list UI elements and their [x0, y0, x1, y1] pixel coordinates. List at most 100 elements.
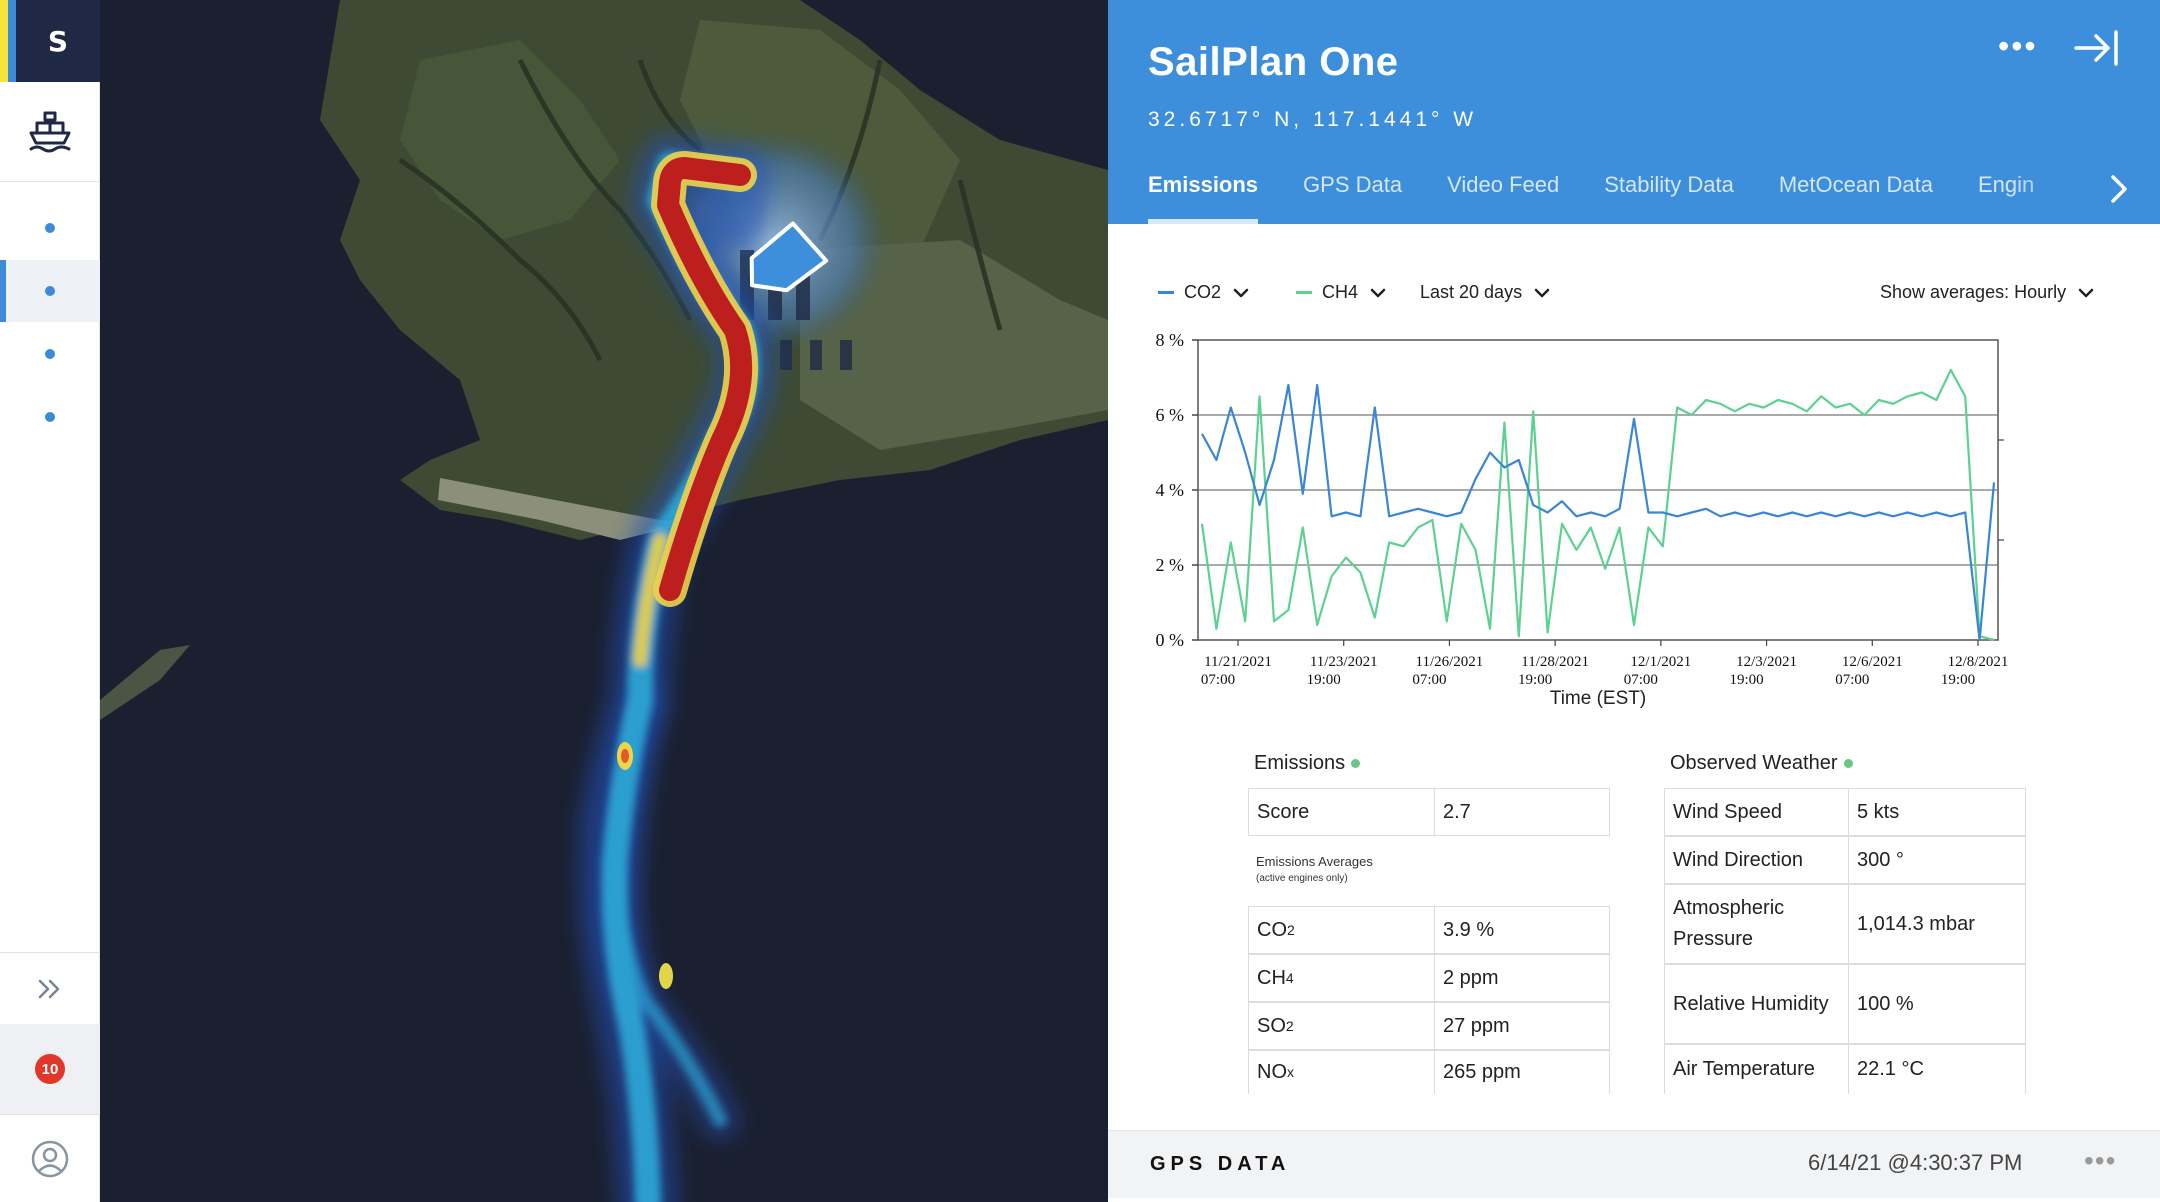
averages-select[interactable]: Show averages: Hourly: [1880, 282, 2094, 303]
nav-dot-icon: [45, 349, 55, 359]
weather-row: Wind Direction 300 °: [1664, 836, 2026, 884]
emissions-chart[interactable]: 8 % 6 % 4 % 2 % 0 % 11/21/2021 07:00 11/23/2021…: [1108, 320, 2160, 720]
emission-gas-label: NO x: [1249, 1051, 1435, 1094]
tab-overflow-fade: [2012, 168, 2092, 218]
logo-stripe-yellow: [0, 0, 8, 82]
weather-value: 22.1 °C: [1857, 1058, 1924, 1080]
y-tick-label: 6 %: [1156, 405, 1185, 425]
weather-title: Observed Weather: [1670, 752, 1853, 775]
x-tick-date: 12/3/2021: [1736, 654, 1797, 670]
emission-gas-label: SO 2: [1249, 1003, 1435, 1049]
gps-timestamp: 6/14/21 @4:30:37 PM: [1808, 1150, 2023, 1175]
rail-nav-item-2[interactable]: [0, 260, 100, 322]
avg-title: Emissions Averages: [1256, 854, 1373, 869]
x-tick-date: 11/26/2021: [1416, 654, 1484, 670]
status-ok-dot: [1843, 759, 1853, 769]
collapse-right-icon: [2074, 30, 2118, 66]
x-axis-label: Time (EST): [1550, 688, 1646, 709]
chevron-right-icon: [2111, 175, 2127, 203]
emissions-averages-note: Emissions Averages (active engines only): [1256, 852, 1373, 886]
weather-label: Wind Speed: [1665, 789, 1849, 835]
chevron-down-icon: [1534, 288, 1550, 297]
tab-metocean-data[interactable]: MetOcean Data: [1778, 172, 1933, 197]
tabs-scroll-right-button[interactable]: [2108, 174, 2130, 209]
score-value: 2.7: [1443, 800, 1471, 823]
rail-nav-item-3[interactable]: [0, 323, 100, 385]
expand-rail-button[interactable]: [0, 952, 100, 1024]
avg-subtitle: (active engines only): [1256, 873, 1348, 884]
bottom-more-options-button[interactable]: •••: [2084, 1145, 2117, 1176]
weather-label: Relative Humidity: [1665, 965, 1849, 1043]
ch4-select-label: CH4: [1322, 282, 1359, 302]
rail-nav-item-4[interactable]: [0, 386, 100, 448]
app-logo[interactable]: S: [0, 0, 100, 82]
averages-label: Show averages: Hourly: [1880, 282, 2067, 302]
double-chevron-right-icon: [38, 979, 60, 998]
gas-subscript: 4: [1285, 969, 1294, 986]
bottom-section-title: GPS DATA: [1150, 1153, 1291, 1175]
emissions-title-text: Emissions: [1254, 752, 1346, 774]
y-tick-label: 2 %: [1156, 555, 1185, 575]
x-tick-date: 12/8/2021: [1948, 654, 2009, 670]
weather-value: 1,014.3 mbar: [1857, 912, 1975, 935]
nav-dot-icon: [45, 412, 55, 422]
nav-dot-icon: [45, 286, 55, 296]
emission-row: NO x 265 ppm: [1248, 1050, 1610, 1094]
vessel-detail-panel: SailPlan One 32.6717° N, 117.1441° W •••…: [1108, 0, 2160, 1202]
more-options-button[interactable]: •••: [1998, 28, 2038, 64]
emission-value: 265 ppm: [1443, 1061, 1521, 1083]
x-tick-time: 07:00: [1201, 672, 1235, 688]
x-tick-date: 12/6/2021: [1842, 654, 1903, 670]
ch4-series-select[interactable]: CH4: [1296, 282, 1386, 303]
x-tick-date: 11/23/2021: [1310, 654, 1378, 670]
vessels-nav-item[interactable]: [0, 82, 100, 182]
x-tick-time: 19:00: [1518, 672, 1552, 688]
weather-row: Atmospheric Pressure 1,014.3 mbar: [1664, 884, 2026, 964]
gas-formula: NO: [1257, 1061, 1287, 1083]
tab-gps-data[interactable]: GPS Data: [1303, 172, 1403, 197]
vessel-name: SailPlan One: [1148, 40, 1399, 84]
emission-value: 3.9 %: [1443, 918, 1495, 941]
weather-row: Relative Humidity 100 %: [1664, 964, 2026, 1044]
date-range-label: Last 20 days: [1420, 282, 1523, 302]
weather-row: Wind Speed 5 kts: [1664, 788, 2026, 836]
chevron-down-icon: [2078, 288, 2094, 297]
date-range-select[interactable]: Last 20 days: [1420, 282, 1550, 303]
satellite-map: [100, 0, 1108, 1202]
y-tick-label: 4 %: [1156, 480, 1185, 500]
user-profile-button[interactable]: [0, 1114, 100, 1202]
co2-series-select[interactable]: CO2: [1158, 282, 1249, 303]
weather-row: Air Temperature 22.1 °C: [1664, 1044, 2026, 1094]
nav-dot-icon: [45, 223, 55, 233]
rail-nav-item-1[interactable]: [0, 197, 100, 259]
y-tick-label: 0 %: [1156, 630, 1185, 650]
score-label: Score: [1249, 789, 1435, 835]
emissions-title: Emissions: [1254, 752, 1361, 775]
logo-stripe-blue: [8, 0, 16, 82]
emission-row: SO 2 27 ppm: [1248, 1002, 1610, 1050]
chevron-down-icon: [1233, 288, 1249, 297]
alert-count-badge: 10: [35, 1054, 65, 1084]
alerts-button[interactable]: 10: [0, 1024, 100, 1114]
bottom-bar[interactable]: GPS DATA 6/14/21 @4:30:37 PM •••: [1108, 1130, 2160, 1198]
y-tick-label: 8 %: [1156, 330, 1185, 350]
tab-stability-data[interactable]: Stability Data: [1604, 172, 1734, 197]
co2-series-line: [1201, 383, 1996, 642]
user-avatar-icon: [31, 1140, 69, 1177]
map-view[interactable]: [100, 0, 1108, 1202]
emission-row: CO 2 3.9 %: [1248, 906, 1610, 954]
emission-row: CH 4 2 ppm: [1248, 954, 1610, 1002]
chevron-down-icon: [1370, 288, 1386, 297]
collapse-panel-button[interactable]: [2074, 28, 2120, 73]
emission-value: 2 ppm: [1443, 966, 1499, 989]
x-tick-time: 19:00: [1729, 672, 1763, 688]
x-tick-time: 07:00: [1835, 672, 1869, 688]
x-tick-time: 19:00: [1307, 672, 1341, 688]
weather-value: 5 kts: [1857, 800, 1900, 823]
ch4-series-line: [1200, 368, 1995, 642]
gas-subscript: 2: [1285, 1017, 1294, 1034]
tab-video-feed[interactable]: Video Feed: [1447, 172, 1560, 197]
tab-emissions[interactable]: Emissions: [1148, 172, 1259, 224]
x-tick-time: 07:00: [1624, 672, 1658, 688]
ch4-swatch: [1296, 291, 1312, 294]
